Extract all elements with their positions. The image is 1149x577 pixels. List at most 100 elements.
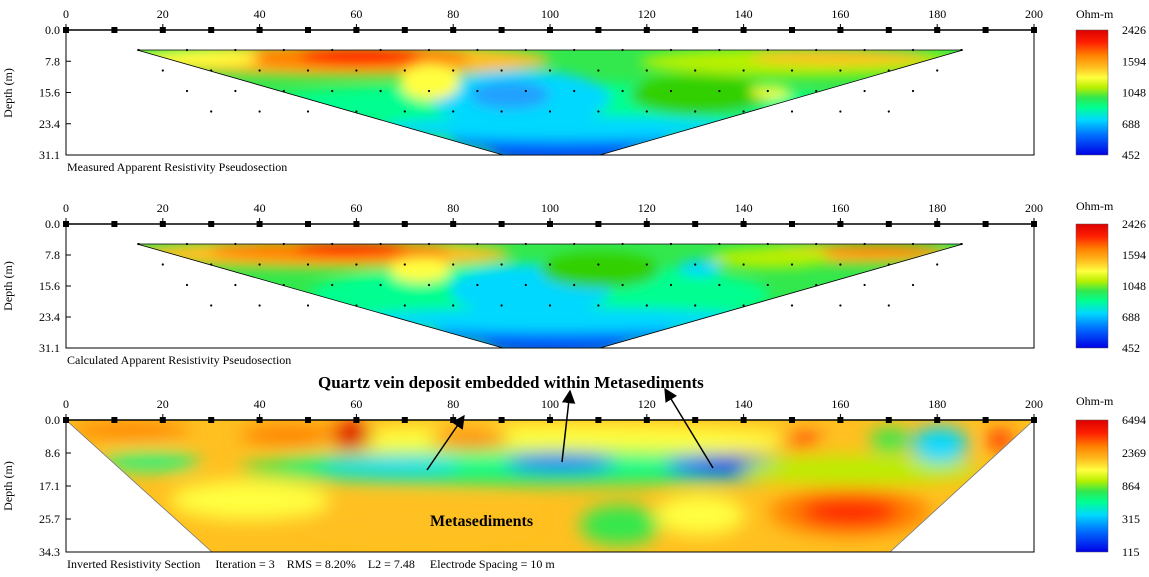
legend-value: 2426 bbox=[1122, 23, 1146, 37]
x-tick-label: 40 bbox=[254, 397, 266, 411]
datum-point bbox=[645, 69, 648, 72]
electrode-marker bbox=[1031, 417, 1037, 423]
electrode-marker bbox=[450, 27, 457, 33]
x-tick-label: 180 bbox=[928, 201, 946, 215]
legend-value: 115 bbox=[1122, 545, 1140, 559]
datum-point bbox=[790, 69, 794, 72]
datum-point bbox=[645, 263, 648, 266]
depth-tick-label: 17.1 bbox=[39, 479, 60, 493]
x-tick-label: 200 bbox=[1025, 201, 1043, 215]
electrode-marker bbox=[208, 27, 215, 33]
electrode-marker bbox=[595, 221, 602, 227]
datum-point bbox=[210, 263, 213, 266]
datum-point bbox=[548, 304, 552, 307]
electrode-marker bbox=[353, 417, 360, 423]
x-tick-label: 140 bbox=[735, 7, 753, 21]
legend-value: 2426 bbox=[1122, 217, 1146, 231]
depth-tick-label: 15.6 bbox=[39, 279, 60, 293]
electrode-marker bbox=[159, 417, 166, 423]
datum-point bbox=[887, 263, 890, 266]
legend-value: 315 bbox=[1122, 512, 1140, 526]
electrode-marker bbox=[208, 221, 215, 227]
x-axis-ticks: 0 20 40 60 80 100 120 140 160 180 200 bbox=[63, 397, 1043, 423]
electrode-marker bbox=[401, 417, 408, 423]
pseudosection-outline bbox=[136, 49, 964, 156]
datum-point bbox=[258, 69, 261, 72]
datum-point bbox=[911, 283, 915, 287]
panel-caption: Calculated Apparent Resistivity Pseudose… bbox=[67, 353, 291, 367]
datum-point bbox=[621, 242, 624, 246]
x-tick-label: 40 bbox=[254, 201, 266, 215]
datum-point bbox=[766, 89, 769, 93]
datum-point bbox=[379, 283, 382, 287]
datum-point bbox=[839, 304, 842, 307]
electrode-marker bbox=[1031, 27, 1037, 33]
x-tick-label: 80 bbox=[447, 397, 459, 411]
datum-point bbox=[911, 48, 915, 52]
datum-point bbox=[137, 242, 140, 246]
legend-unit: Ohm-m bbox=[1076, 394, 1114, 408]
electrode-marker bbox=[353, 221, 360, 227]
datum-point bbox=[185, 242, 189, 246]
datum-point bbox=[379, 89, 382, 93]
datum-point bbox=[669, 283, 673, 287]
datum-point bbox=[718, 89, 721, 93]
datum-point bbox=[573, 283, 576, 287]
legend-color-bar bbox=[1075, 29, 1109, 156]
datum-point bbox=[306, 110, 310, 113]
depth-tick-label: 8.6 bbox=[45, 446, 60, 460]
datum-point bbox=[887, 304, 890, 307]
datum-point bbox=[936, 263, 939, 266]
datum-point bbox=[863, 283, 866, 287]
x-tick-label: 80 bbox=[447, 7, 459, 21]
datum-point bbox=[452, 304, 455, 307]
datum-point bbox=[597, 304, 600, 307]
datum-point bbox=[500, 69, 503, 72]
depth-tick-label: 34.3 bbox=[39, 545, 60, 559]
electrode-marker bbox=[692, 221, 699, 227]
datum-point bbox=[573, 48, 576, 52]
depth-axis-label: Depth (m) bbox=[1, 461, 15, 511]
legend-color-bar bbox=[1075, 419, 1109, 553]
datum-point bbox=[621, 48, 624, 52]
datum-point bbox=[403, 304, 406, 307]
depth-tick-label: 7.8 bbox=[45, 248, 60, 262]
datum-point bbox=[524, 283, 527, 287]
depth-axis-ticks: 0.0 7.8 15.6 23.4 31.1 bbox=[39, 23, 71, 162]
electrode-marker bbox=[547, 27, 553, 33]
datum-point bbox=[234, 283, 237, 287]
panel-calculated: 0 20 40 60 80 100 120 140 160 180 200 0.0 7.8 15.6 23… bbox=[1, 199, 1146, 367]
datum-point bbox=[234, 242, 237, 246]
electrode-marker bbox=[789, 27, 795, 33]
datum-point bbox=[573, 89, 576, 93]
x-tick-label: 160 bbox=[831, 201, 849, 215]
datum-point bbox=[282, 242, 285, 246]
datum-point bbox=[355, 110, 358, 113]
electrode-marker bbox=[159, 27, 166, 33]
electrode-marker bbox=[692, 27, 699, 33]
depth-tick-label: 25.7 bbox=[39, 512, 60, 526]
datum-point bbox=[694, 263, 697, 266]
x-tick-label: 200 bbox=[1025, 7, 1043, 21]
x-tick-label: 120 bbox=[638, 201, 656, 215]
electrode-marker bbox=[595, 27, 602, 33]
datum-point bbox=[645, 304, 648, 307]
x-tick-label: 0 bbox=[63, 201, 69, 215]
datum-point bbox=[500, 110, 503, 113]
datum-point bbox=[694, 110, 697, 113]
datum-point bbox=[645, 110, 648, 113]
legend-value: 688 bbox=[1122, 117, 1140, 131]
datum-point bbox=[790, 304, 794, 307]
datum-point bbox=[863, 48, 866, 52]
datum-point bbox=[161, 263, 164, 266]
datum-points bbox=[137, 242, 963, 307]
datum-point bbox=[476, 48, 479, 52]
electrode-marker bbox=[111, 27, 118, 33]
x-axis-ticks: 0 20 40 60 80 100 120 140 160 180 200 bbox=[63, 7, 1043, 33]
electrode-marker bbox=[256, 221, 263, 227]
x-tick-label: 160 bbox=[831, 7, 849, 21]
quartz-annotation: Quartz vein deposit embedded within Meta… bbox=[318, 373, 704, 392]
datum-point bbox=[258, 110, 261, 113]
x-tick-label: 180 bbox=[928, 7, 946, 21]
electrode-marker bbox=[256, 27, 263, 33]
